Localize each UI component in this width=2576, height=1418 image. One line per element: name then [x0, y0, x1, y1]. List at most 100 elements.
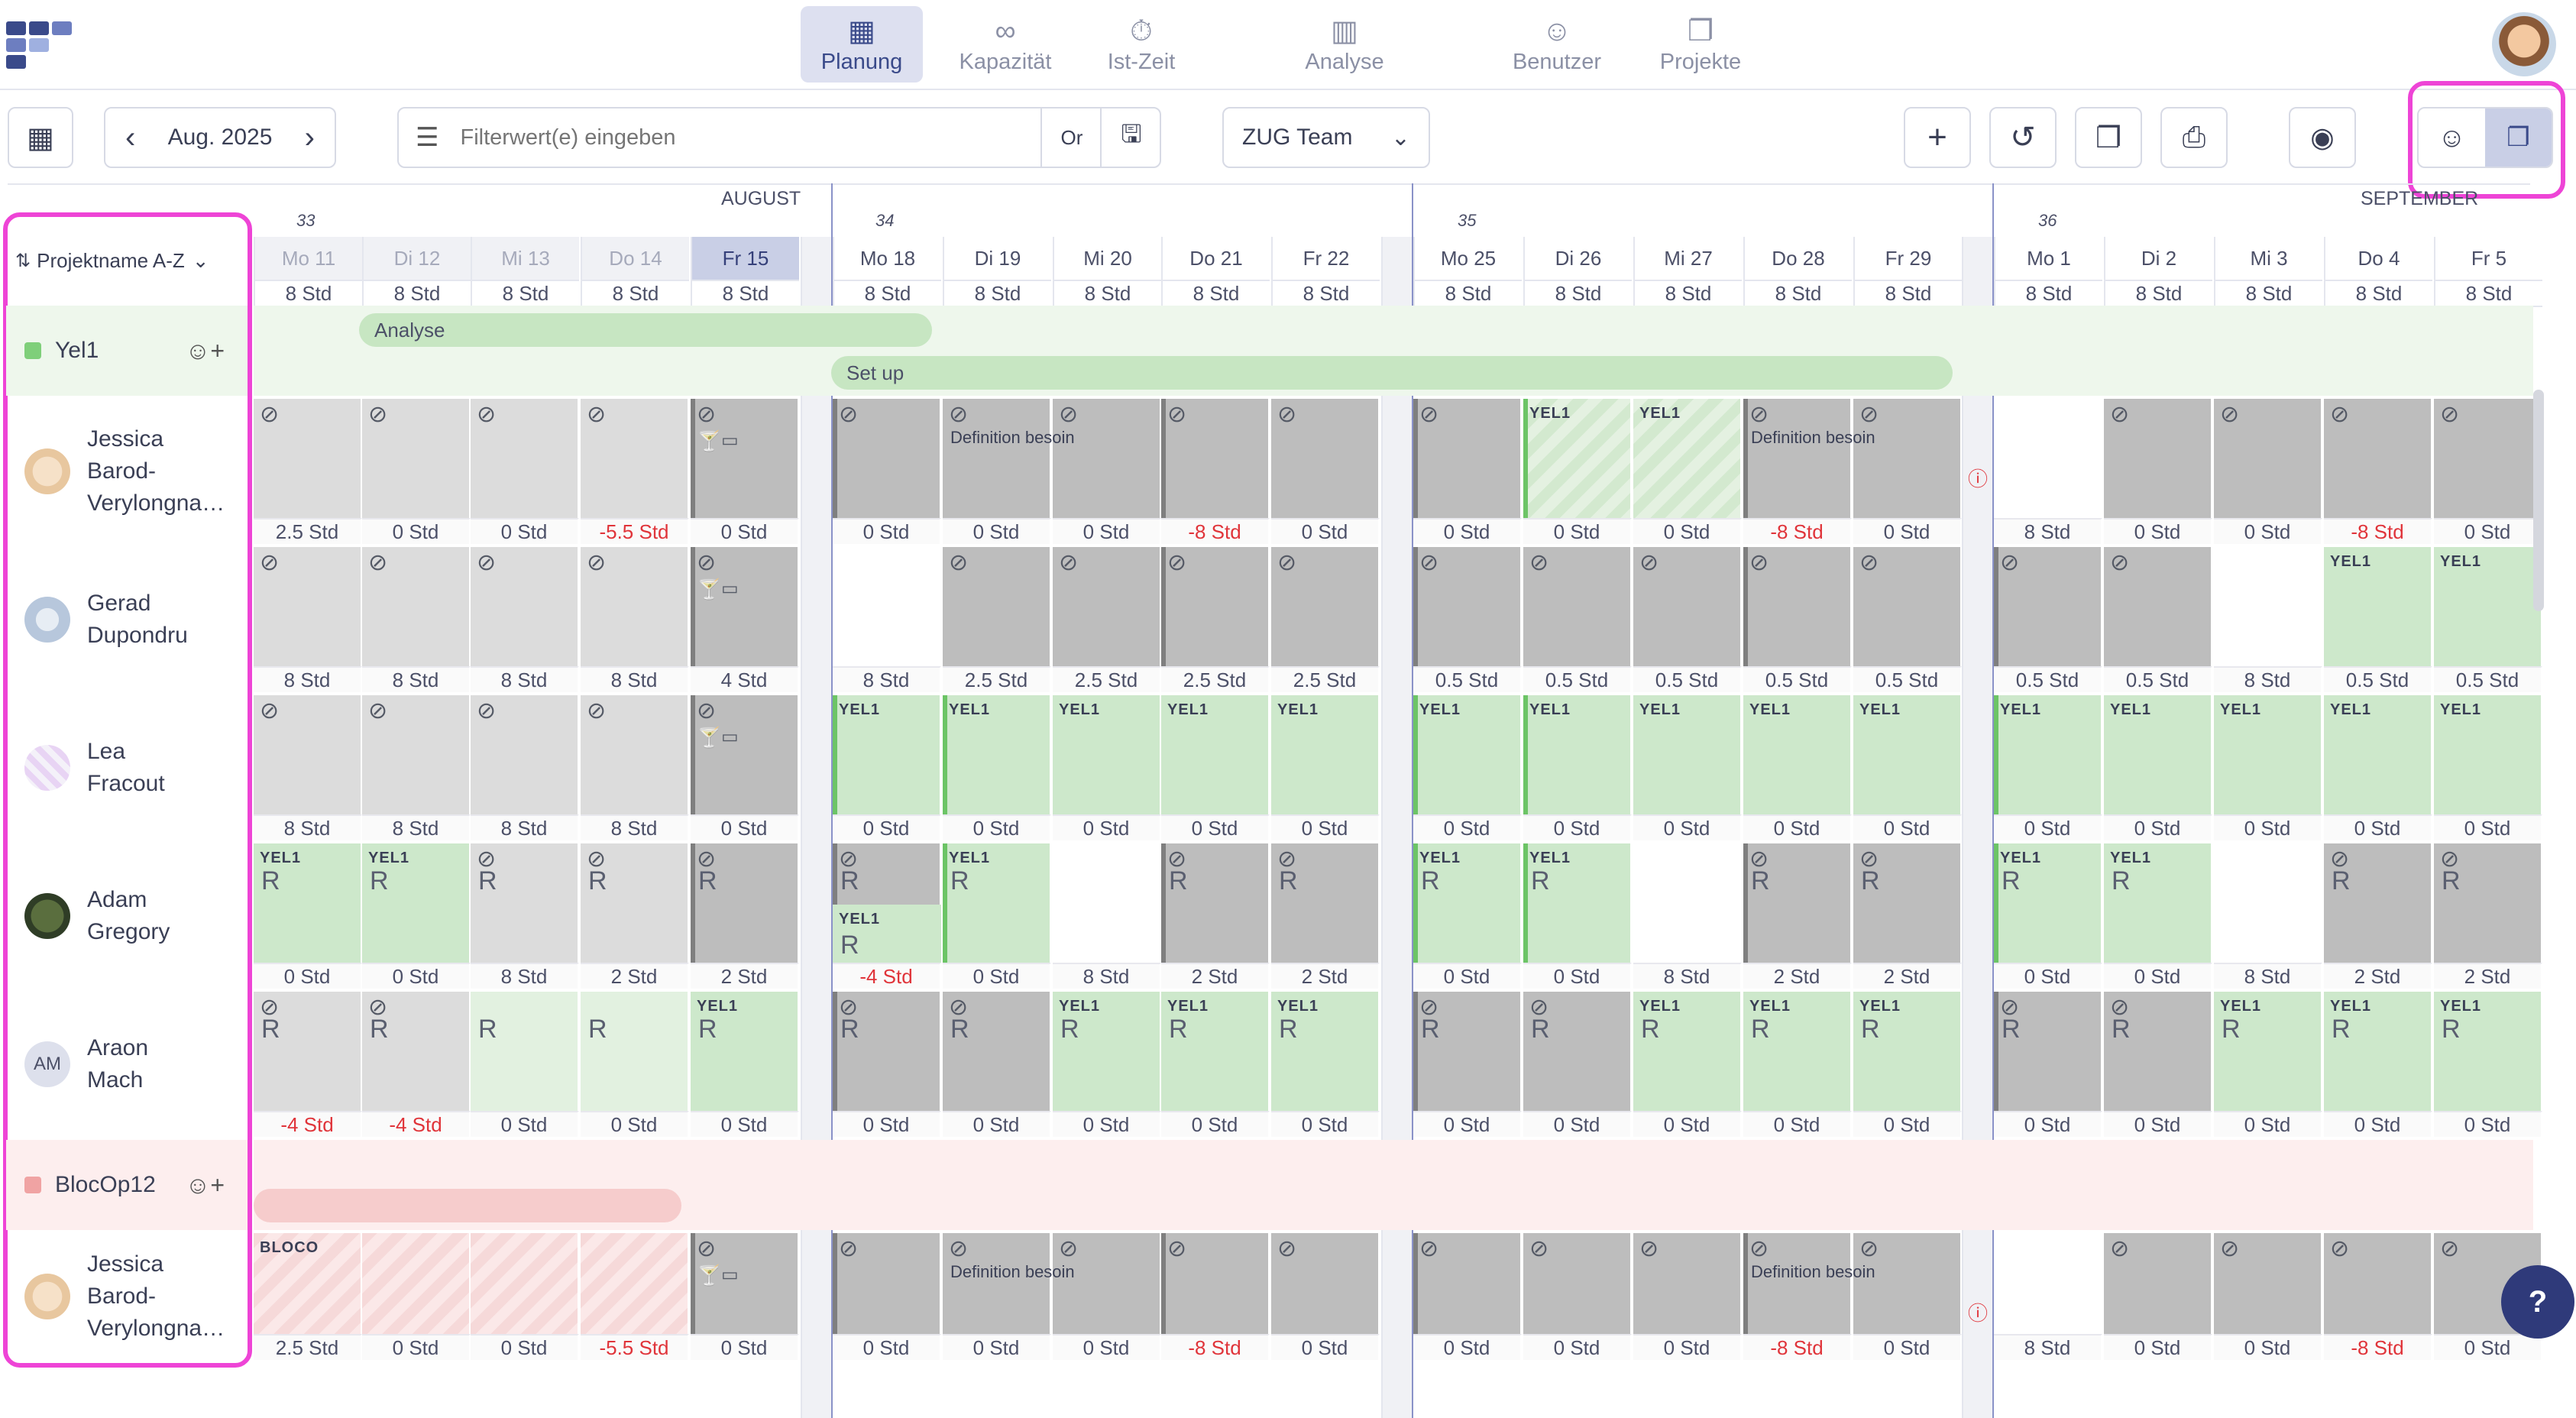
schedule-cell[interactable]	[471, 843, 579, 963]
schedule-cell[interactable]	[2324, 1233, 2432, 1334]
person-row[interactable]: Adam Gregory	[6, 843, 248, 989]
schedule-cell[interactable]	[833, 1233, 941, 1334]
schedule-cell[interactable]	[2324, 695, 2432, 814]
project-view-icon[interactable]: ❐	[2485, 108, 2552, 167]
schedule-cell[interactable]	[1161, 399, 1270, 518]
schedule-cell[interactable]	[362, 547, 471, 666]
schedule-cell[interactable]	[1633, 843, 1742, 963]
schedule-cell[interactable]	[254, 695, 362, 814]
add-member-icon[interactable]: ☺+	[185, 1170, 225, 1199]
schedule-cell[interactable]	[1271, 547, 1380, 666]
schedule-cell[interactable]	[581, 992, 689, 1111]
schedule-cell[interactable]	[1161, 843, 1270, 963]
schedule-cell[interactable]	[2324, 992, 2432, 1111]
schedule-cell[interactable]	[2104, 695, 2212, 814]
schedule-cell[interactable]	[2214, 399, 2322, 518]
day-header[interactable]: Mi 27	[1633, 237, 1742, 280]
next-month-chevron-icon[interactable]: ›	[304, 120, 315, 154]
schedule-cell[interactable]	[1413, 992, 1522, 1111]
day-header[interactable]: Fr 22	[1271, 237, 1380, 280]
schedule-cell[interactable]	[1053, 399, 1161, 518]
schedule-cell[interactable]	[943, 399, 1051, 518]
schedule-cell[interactable]	[581, 695, 689, 814]
schedule-cell[interactable]	[1161, 695, 1270, 814]
schedule-cell[interactable]	[1161, 1233, 1270, 1334]
schedule-cell[interactable]	[1413, 1233, 1522, 1334]
nav-ist-zeit[interactable]: ⏱ Ist-Zeit	[1107, 15, 1176, 74]
schedule-cell[interactable]	[254, 399, 362, 518]
team-select[interactable]: ZUG Team ⌄	[1222, 107, 1430, 168]
schedule-cell[interactable]	[1161, 547, 1270, 666]
schedule-cell[interactable]	[1633, 399, 1742, 518]
schedule-cell[interactable]	[2434, 547, 2542, 666]
or-toggle[interactable]: Or	[1040, 108, 1102, 167]
prev-month-chevron-icon[interactable]: ‹	[125, 120, 136, 154]
schedule-cell[interactable]	[581, 1233, 689, 1334]
schedule-cell[interactable]	[1161, 992, 1270, 1111]
schedule-cell[interactable]	[833, 547, 941, 666]
schedule-cell[interactable]	[1853, 399, 1962, 518]
help-button[interactable]: ?	[2501, 1265, 2574, 1339]
print-button[interactable]: ⎙	[2160, 107, 2228, 168]
schedule-cell[interactable]	[1994, 843, 2102, 963]
schedule-cell[interactable]	[2214, 843, 2322, 963]
day-header[interactable]: Fr 5	[2434, 237, 2542, 280]
project-row-yel1[interactable]: Yel1 ☺+	[6, 306, 248, 396]
schedule-cell[interactable]	[691, 695, 799, 814]
schedule-cell[interactable]	[2104, 992, 2212, 1111]
day-header[interactable]: Di 26	[1523, 237, 1632, 280]
calendar-button[interactable]: ▦	[8, 107, 73, 168]
schedule-cell[interactable]	[943, 843, 1051, 963]
day-header[interactable]: Do 14	[581, 237, 689, 280]
schedule-cell[interactable]	[1633, 1233, 1742, 1334]
schedule-cell[interactable]	[1523, 843, 1632, 963]
day-header[interactable]: Mo 11	[254, 237, 362, 280]
schedule-cell[interactable]	[1523, 992, 1632, 1111]
visibility-button[interactable]: ◉	[2289, 107, 2356, 168]
schedule-cell[interactable]	[1271, 695, 1380, 814]
day-header[interactable]: Mo 18	[833, 237, 941, 280]
schedule-cell[interactable]	[1633, 547, 1742, 666]
schedule-cell[interactable]	[2324, 547, 2432, 666]
nav-planung[interactable]: ▦ Planung	[801, 6, 923, 83]
schedule-cell[interactable]	[362, 992, 471, 1111]
nav-analyse[interactable]: ▥ Analyse	[1305, 15, 1384, 74]
schedule-cell[interactable]	[1853, 843, 1962, 963]
schedule-cell[interactable]	[254, 547, 362, 666]
day-header[interactable]: Mo 25	[1413, 237, 1522, 280]
schedule-cell[interactable]	[1853, 992, 1962, 1111]
schedule-cell[interactable]	[471, 992, 579, 1111]
schedule-cell[interactable]	[1743, 399, 1852, 518]
schedule-cell[interactable]	[1523, 547, 1632, 666]
schedule-cell[interactable]	[1994, 992, 2102, 1111]
schedule-cell[interactable]	[1053, 547, 1161, 666]
nav-kapazitat[interactable]: ∞ Kapazität	[959, 15, 1052, 74]
day-header[interactable]: Do 28	[1743, 237, 1852, 280]
schedule-cell[interactable]	[471, 547, 579, 666]
day-header[interactable]: Do 4	[2324, 237, 2432, 280]
schedule-cell[interactable]	[1413, 843, 1522, 963]
timeline-bar-bloco[interactable]	[254, 1189, 681, 1222]
schedule-cell[interactable]	[1271, 399, 1380, 518]
day-header[interactable]: Mi 3	[2214, 237, 2322, 280]
schedule-cell[interactable]	[1743, 695, 1852, 814]
sort-dropdown[interactable]: ⇅ Projektname A-Z ⌄	[15, 241, 244, 280]
schedule-cell[interactable]	[2104, 547, 2212, 666]
schedule-cell[interactable]	[581, 547, 689, 666]
schedule-cell[interactable]	[1853, 547, 1962, 666]
day-header[interactable]: Fr 29	[1853, 237, 1962, 280]
schedule-cell[interactable]	[1053, 1233, 1161, 1334]
schedule-cell[interactable]	[471, 1233, 579, 1334]
schedule-cell[interactable]	[691, 992, 799, 1111]
day-header[interactable]: Mo 1	[1994, 237, 2102, 280]
schedule-cell[interactable]	[2214, 1233, 2322, 1334]
schedule-cell[interactable]	[1994, 1233, 2102, 1334]
schedule-cell[interactable]	[691, 843, 799, 963]
schedule-cell[interactable]	[1994, 695, 2102, 814]
schedule-cell[interactable]	[833, 695, 941, 814]
schedule-cell[interactable]	[1743, 1233, 1852, 1334]
day-header[interactable]: Mi 20	[1053, 237, 1161, 280]
schedule-cell[interactable]	[471, 695, 579, 814]
schedule-cell[interactable]	[691, 399, 799, 518]
schedule-cell[interactable]	[1523, 695, 1632, 814]
